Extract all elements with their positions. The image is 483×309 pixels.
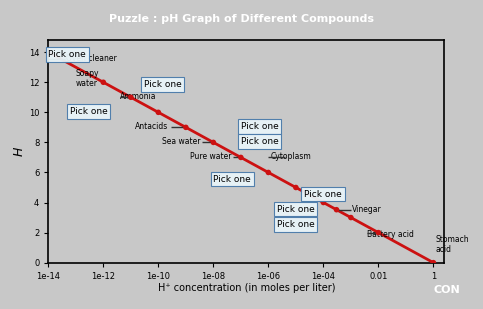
Point: [292, 185, 300, 190]
Point: [210, 140, 217, 145]
Text: Ammonia: Ammonia: [120, 92, 156, 101]
Point: [99, 80, 107, 85]
Text: Pick one: Pick one: [144, 80, 182, 89]
Text: Stomach
acid: Stomach acid: [435, 235, 469, 254]
Text: Cytoplasm: Cytoplasm: [270, 152, 311, 161]
Point: [237, 155, 245, 160]
Text: CON: CON: [433, 286, 460, 295]
Text: Battery acid: Battery acid: [368, 230, 414, 239]
Text: Pick one: Pick one: [70, 107, 107, 116]
Text: Pick one: Pick one: [48, 50, 86, 59]
Point: [182, 125, 190, 130]
Text: Vinegar: Vinegar: [352, 205, 382, 214]
X-axis label: H⁺ concentration (in moles per liter): H⁺ concentration (in moles per liter): [157, 283, 335, 294]
Text: Pick one: Pick one: [277, 220, 314, 229]
Text: Pick one: Pick one: [213, 175, 251, 184]
Text: Pick one: Pick one: [304, 190, 342, 199]
Text: Soapy
water: Soapy water: [76, 69, 99, 88]
Text: Puzzle : pH Graph of Different Compounds: Puzzle : pH Graph of Different Compounds: [109, 14, 374, 23]
Point: [44, 50, 52, 55]
Text: Oven cleaner: Oven cleaner: [66, 54, 117, 63]
Y-axis label: H: H: [13, 147, 26, 156]
Point: [347, 215, 355, 220]
Point: [429, 260, 437, 265]
Text: Antacids: Antacids: [134, 122, 168, 131]
Text: Pick one: Pick one: [241, 122, 279, 131]
Text: Pick one: Pick one: [241, 137, 279, 146]
Text: Pure water: Pure water: [190, 152, 231, 161]
Text: Sea water: Sea water: [162, 137, 201, 146]
Text: Pick one: Pick one: [277, 205, 314, 214]
Point: [155, 110, 162, 115]
Point: [265, 170, 272, 175]
Point: [333, 207, 341, 212]
Point: [127, 95, 135, 100]
Point: [374, 230, 382, 235]
Point: [320, 200, 327, 205]
